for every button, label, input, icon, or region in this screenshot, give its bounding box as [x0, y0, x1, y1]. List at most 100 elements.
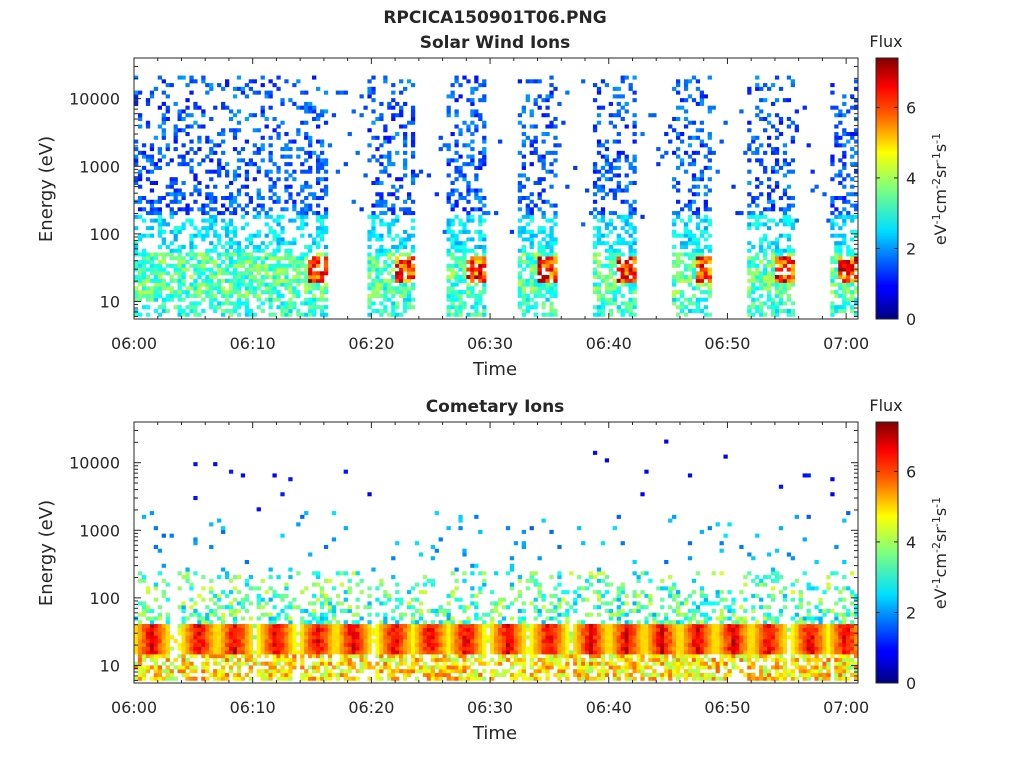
heatmap-cell: [336, 628, 340, 632]
heatmap-cell: [304, 620, 308, 624]
heatmap-cell: [225, 230, 229, 234]
heatmap-cell: [632, 271, 636, 275]
heatmap-cell: [684, 268, 688, 272]
heatmap-cell: [272, 271, 276, 275]
heatmap-cell: [775, 185, 779, 189]
heatmap-cell: [747, 192, 751, 196]
heatmap-cell: [197, 643, 201, 647]
heatmap-cell: [284, 207, 288, 211]
heatmap-cell: [158, 275, 162, 279]
heatmap-cell: [185, 632, 189, 636]
heatmap-cell: [632, 252, 636, 256]
heatmap-cell: [692, 98, 696, 102]
heatmap-cell: [170, 286, 174, 290]
heatmap-cell: [288, 650, 292, 654]
heatmap-cell: [241, 283, 245, 287]
heatmap-cell: [838, 226, 842, 230]
heatmap-cell: [478, 294, 482, 298]
heatmap-cell: [403, 639, 407, 643]
heatmap-cell: [771, 275, 775, 279]
heatmap-cell: [395, 639, 399, 643]
heatmap-cell: [367, 264, 371, 268]
heatmap-cell: [522, 109, 526, 113]
heatmap-cell: [391, 279, 395, 283]
heatmap-cell: [158, 271, 162, 275]
heatmap-cell: [292, 294, 296, 298]
heatmap-cell: [181, 290, 185, 294]
heatmap-cell: [150, 155, 154, 159]
heatmap-cell: [225, 632, 229, 636]
heatmap-cell: [261, 309, 265, 313]
heatmap-cell: [356, 669, 360, 673]
heatmap-cell: [676, 234, 680, 238]
heatmap-cell: [360, 654, 364, 658]
heatmap-cell: [269, 620, 273, 624]
heatmap-cell: [834, 260, 838, 264]
heatmap-cell: [269, 268, 273, 272]
heatmap-cell: [597, 219, 601, 223]
heatmap-cell: [708, 283, 712, 287]
heatmap-cell: [454, 241, 458, 245]
heatmap-cell: [593, 268, 597, 272]
heatmap-cell: [233, 624, 237, 628]
heatmap-cell: [383, 616, 387, 620]
heatmap-cell: [197, 264, 201, 268]
heatmap-cell: [162, 579, 166, 583]
heatmap-cell: [534, 234, 538, 238]
heatmap-cell: [336, 673, 340, 677]
heatmap-cell: [530, 283, 534, 287]
heatmap-cell: [316, 632, 320, 636]
heatmap-cell: [478, 290, 482, 294]
heatmap-cell: [134, 286, 138, 290]
heatmap-cell: [403, 264, 407, 268]
heatmap-cell: [474, 196, 478, 200]
heatmap-cell: [324, 162, 328, 166]
heatmap-cell: [245, 583, 249, 587]
heatmap-cell: [609, 275, 613, 279]
heatmap-cell: [458, 241, 462, 245]
heatmap-cell: [787, 245, 791, 249]
heatmap-cell: [684, 79, 688, 83]
heatmap-cell: [280, 628, 284, 632]
heatmap-cell: [312, 192, 316, 196]
heatmap-cell: [791, 260, 795, 264]
heatmap-cell: [763, 279, 767, 283]
heatmap-cell: [217, 662, 221, 666]
heatmap-cell: [439, 632, 443, 636]
heatmap-cell: [288, 155, 292, 159]
heatmap-cell: [166, 643, 170, 647]
heatmap-cell: [597, 230, 601, 234]
heatmap-cell: [403, 245, 407, 249]
heatmap-cell: [217, 271, 221, 275]
heatmap-cell: [834, 234, 838, 238]
heatmap-cell: [743, 151, 747, 155]
heatmap-cell: [229, 632, 233, 636]
heatmap-cell: [454, 140, 458, 144]
heatmap-cell: [158, 635, 162, 639]
heatmap-cell: [332, 586, 336, 590]
heatmap-cell: [803, 106, 807, 110]
heatmap-cell: [747, 226, 751, 230]
heatmap-cell: [549, 230, 553, 234]
heatmap-cell: [850, 177, 854, 181]
heatmap-cell: [146, 590, 150, 594]
heatmap-cell: [166, 673, 170, 677]
heatmap-cell: [522, 290, 526, 294]
heatmap-cell: [308, 185, 312, 189]
heatmap-cell: [585, 188, 589, 192]
heatmap-cell: [842, 128, 846, 132]
heatmap-cell: [316, 204, 320, 208]
heatmap-cell: [842, 275, 846, 279]
heatmap-cell: [217, 305, 221, 309]
heatmap-cell: [399, 279, 403, 283]
heatmap-cell: [185, 294, 189, 298]
heatmap-cell: [783, 249, 787, 253]
heatmap-cell: [811, 170, 815, 174]
heatmap-cell: [842, 166, 846, 170]
heatmap-cell: [411, 298, 415, 302]
heatmap-cell: [688, 309, 692, 313]
heatmap-cell: [280, 492, 284, 496]
heatmap-cell: [324, 260, 328, 264]
heatmap-cell: [276, 616, 280, 620]
heatmap-cell: [597, 260, 601, 264]
